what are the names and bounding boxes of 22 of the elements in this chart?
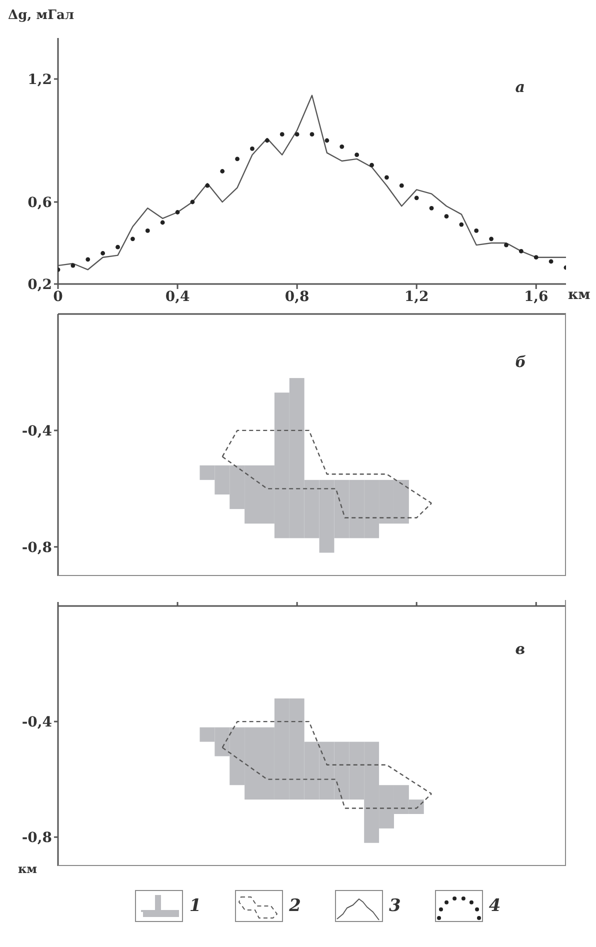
legend-label: 1 (189, 896, 202, 916)
x-tick-label: 0,8 (284, 288, 310, 305)
x-axis-title: км (568, 287, 590, 303)
y-tick-label: -0,4 (22, 423, 52, 440)
x-tick-label: 0,4 (165, 288, 190, 305)
y-tick-label: -0,4 (22, 714, 52, 731)
annotation: в (515, 640, 526, 658)
x-tick-label: 0 (53, 288, 64, 305)
legend-label: 2 (289, 896, 301, 916)
y-tick-label: 0,6 (28, 194, 52, 211)
y-axis-title: Δg, мГал (8, 8, 74, 23)
y-tick-label: -0,8 (22, 830, 52, 846)
x-tick-label: 1,6 (524, 288, 548, 305)
y-tick-label: 0,2 (28, 276, 52, 293)
legend-label: 4 (488, 896, 501, 916)
y-tick-label: -0,8 (22, 540, 52, 556)
annotation: а (515, 78, 525, 96)
annotation: б (515, 353, 526, 371)
legend-label: 3 (389, 896, 401, 916)
y-axis-title: км (18, 862, 38, 876)
y-tick-label: 1,2 (28, 72, 52, 88)
x-tick-label: 1,2 (404, 288, 429, 305)
